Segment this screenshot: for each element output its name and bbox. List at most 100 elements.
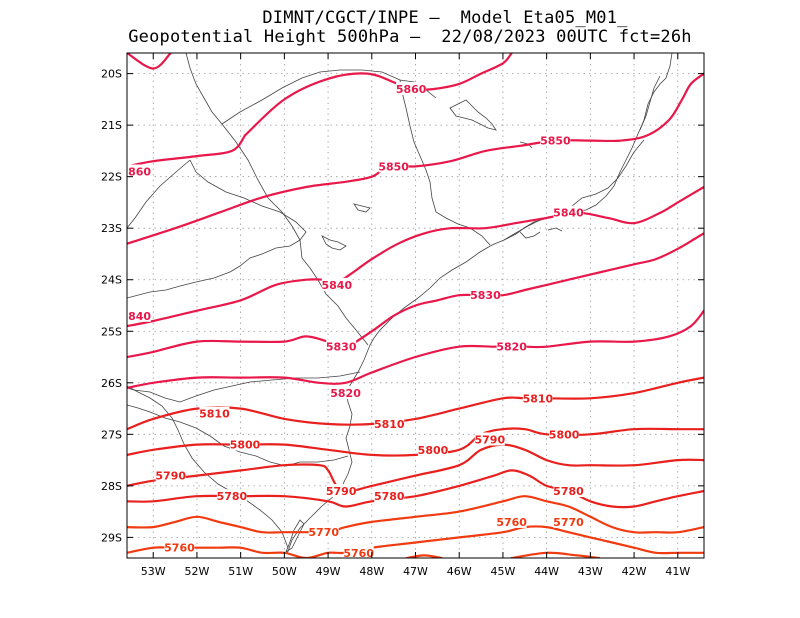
contour-label: 5800 — [230, 439, 261, 452]
contour-label: 5820 — [496, 341, 527, 354]
state-border — [399, 79, 491, 246]
contour-label: 5860 — [396, 83, 427, 96]
coastline-and-borders — [127, 53, 673, 555]
contour-label-bg — [553, 514, 584, 528]
state-border — [127, 239, 301, 299]
contour-line-5770 — [127, 495, 704, 534]
state-border — [639, 75, 661, 131]
reservoir — [321, 235, 347, 251]
contour-label: 5760 — [164, 542, 195, 555]
contour-line-5860 — [127, 53, 172, 70]
contour-label-bg — [216, 489, 247, 503]
contour-label-bg — [230, 437, 261, 451]
contour-label-bg — [553, 205, 584, 219]
contour-label-bg — [553, 484, 584, 498]
contour-label-bg — [308, 525, 339, 539]
contour-label: 5840 — [322, 279, 353, 292]
contour-label-bg — [396, 82, 427, 96]
lat-tick-label: 28S — [101, 480, 122, 493]
country-border — [127, 385, 289, 549]
reservoir — [449, 99, 497, 131]
lat-tick-label: 25S — [101, 325, 122, 338]
state-border — [503, 139, 645, 241]
lon-tick-label: 52W — [185, 565, 210, 578]
contour-label: 5830 — [470, 289, 501, 302]
contour-label: 5790 — [326, 485, 357, 498]
lat-tick-label: 21S — [101, 119, 122, 132]
contour-label-bg — [374, 417, 405, 431]
contour-label: 5790 — [474, 433, 505, 446]
contour-label-bg — [417, 442, 448, 456]
contour-label: 5790 — [155, 470, 186, 483]
map-title-line-2: Geopotential Height 500hPa — 22/08/2023 … — [128, 27, 692, 47]
contour-label-bg — [199, 406, 230, 420]
lon-tick-label: 50W — [272, 565, 297, 578]
contour-label: 5860 — [120, 166, 151, 179]
contour-line-5790 — [127, 443, 704, 493]
contour-label: 5780 — [217, 490, 248, 503]
lon-tick-label: 45W — [490, 565, 515, 578]
contour-label: 5780 — [374, 490, 405, 503]
contour-label: 5850 — [378, 160, 409, 173]
lon-tick-label: 47W — [403, 565, 428, 578]
contour-line-5800 — [127, 427, 704, 457]
contour-label-bg — [321, 277, 352, 291]
lon-tick-label: 48W — [359, 565, 384, 578]
lon-tick-label: 46W — [447, 565, 472, 578]
map-title-line-1: DIMNT/CGCT/INPE — Model Eta05_M01_ — [262, 8, 628, 28]
lat-tick-label: 27S — [101, 428, 122, 441]
contour-label-bg — [540, 133, 571, 147]
contour-label-bg — [164, 540, 195, 554]
contour-line-5750 — [510, 551, 601, 558]
lat-tick-label: 26S — [101, 377, 122, 390]
contour-label: 5770 — [553, 516, 584, 529]
lat-tick-label: 29S — [101, 531, 122, 544]
contour-label-bg — [127, 308, 151, 322]
contour-line-5830 — [127, 232, 704, 359]
lon-tick-label: 51W — [228, 565, 253, 578]
coastline — [286, 53, 673, 555]
contour-label-bg — [470, 288, 501, 302]
lat-tick-label: 22S — [101, 171, 122, 184]
contour-label-bg — [326, 484, 357, 498]
contour-label: 5760 — [496, 516, 527, 529]
contour-label-bg — [155, 468, 186, 482]
contour-label-bg — [522, 391, 553, 405]
contour-line-5810 — [127, 376, 704, 431]
contour-label-bg — [330, 386, 361, 400]
reservoir — [353, 203, 371, 213]
contour-label-bg — [378, 159, 409, 173]
river-border — [185, 53, 301, 241]
contour-line-5780 — [127, 469, 704, 509]
contour-label: 5800 — [418, 444, 449, 457]
state-border — [189, 159, 369, 346]
contour-label: 5810 — [199, 408, 230, 421]
lon-tick-label: 44W — [534, 565, 559, 578]
lat-tick-label: 20S — [101, 68, 122, 81]
contour-label: 5780 — [553, 485, 584, 498]
contour-line-5750 — [405, 554, 443, 558]
lon-tick-label: 43W — [578, 565, 603, 578]
country-border — [127, 159, 191, 229]
contour-label-bg — [496, 339, 527, 353]
contour-label-bg — [474, 432, 505, 446]
contour-labels: 5860 5860 5850 5850 5840 5840 5840 5830 5830 5820… — [120, 82, 584, 558]
contour-line-5860 — [243, 53, 513, 137]
state-border — [127, 371, 361, 403]
contour-line-5840 — [127, 185, 704, 328]
contour-label: 5850 — [540, 135, 571, 148]
contour-label: 5830 — [326, 341, 357, 354]
contour-label-bg — [374, 489, 405, 503]
contour-label: 5810 — [523, 392, 554, 405]
contour-line-5860 — [127, 134, 247, 168]
bay — [519, 227, 563, 239]
state-border — [127, 404, 349, 467]
contour-label: 5840 — [120, 310, 151, 323]
lon-tick-label: 53W — [141, 565, 166, 578]
lon-tick-label: 42W — [622, 565, 647, 578]
lat-tick-label: 23S — [101, 222, 122, 235]
lon-tick-label: 49W — [316, 565, 341, 578]
contour-line-5760 — [127, 525, 704, 558]
contour-line-5820 — [127, 309, 704, 389]
